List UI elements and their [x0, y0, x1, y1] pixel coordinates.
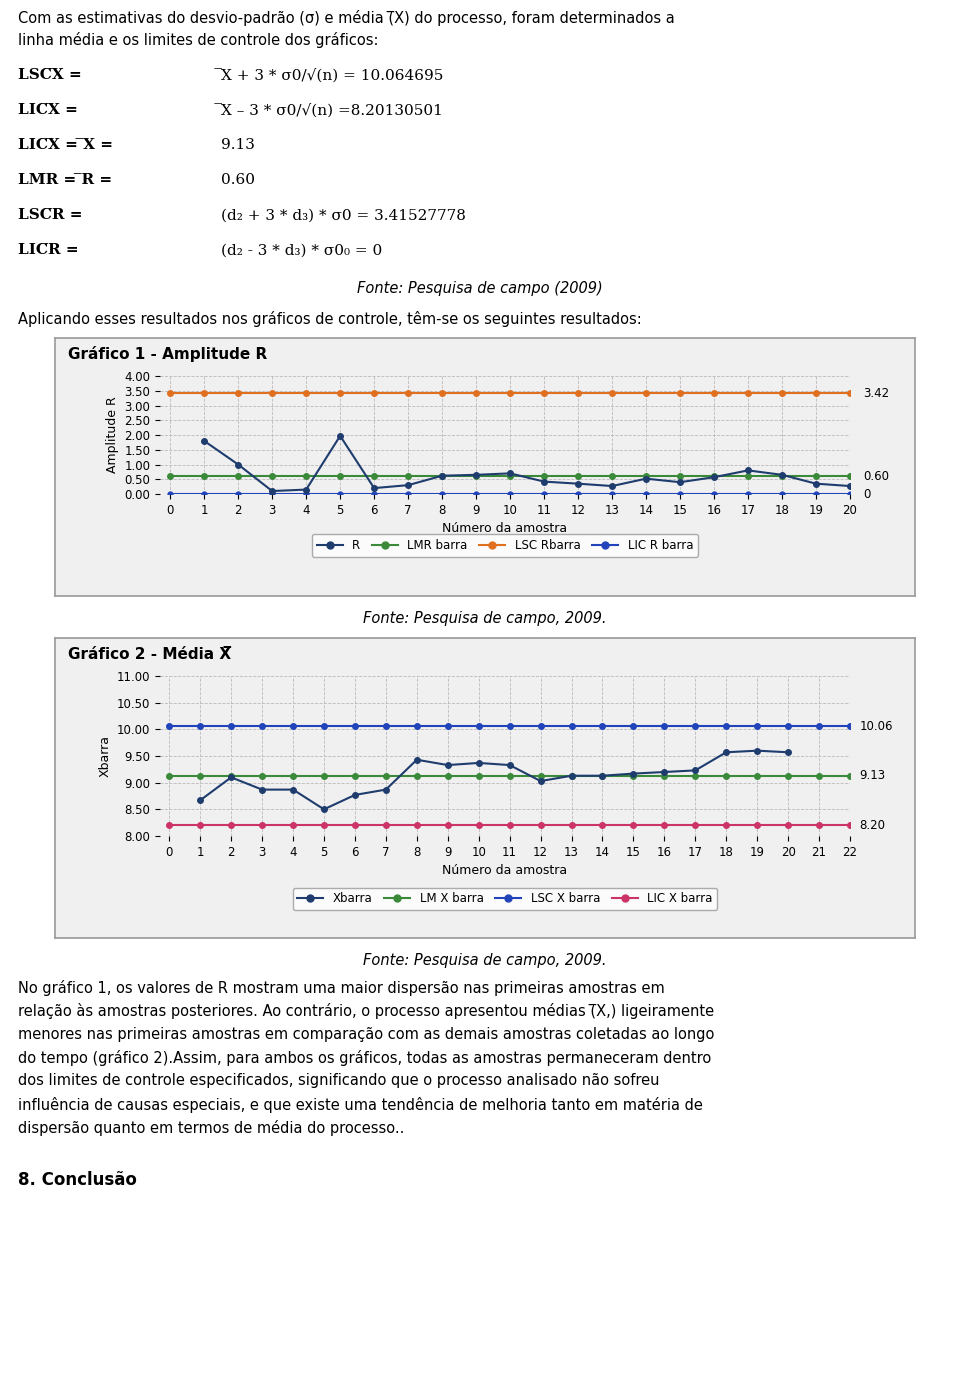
Text: menores nas primeiras amostras em comparação com as demais amostras coletadas ao: menores nas primeiras amostras em compar… — [18, 1026, 714, 1041]
Text: Fonte: Pesquisa de campo, 2009.: Fonte: Pesquisa de campo, 2009. — [363, 953, 607, 969]
Text: 0.60: 0.60 — [222, 173, 255, 187]
Text: Com as estimativas do desvio-padrão (σ) e média (̅X) do processo, foram determin: Com as estimativas do desvio-padrão (σ) … — [18, 10, 675, 49]
Text: do tempo (gráfico 2).Assim, para ambos os gráficos, todas as amostras permanecer: do tempo (gráfico 2).Assim, para ambos o… — [18, 1050, 711, 1067]
Text: influência de causas especiais, e que existe uma tendência de melhoria tanto em : influência de causas especiais, e que ex… — [18, 1097, 703, 1113]
X-axis label: Número da amostra: Número da amostra — [443, 864, 567, 877]
Text: No gráfico 1, os valores de R mostram uma maior dispersão nas primeiras amostras: No gráfico 1, os valores de R mostram um… — [18, 980, 664, 995]
Text: 8. Conclusão: 8. Conclusão — [18, 1171, 137, 1189]
Text: Gráfico 2 - Média X̅: Gráfico 2 - Média X̅ — [68, 646, 231, 662]
Text: LSC̅X =: LSC̅X = — [18, 68, 82, 82]
Text: (d₂ - 3 * d₃) * σ0₀ = 0: (d₂ - 3 * d₃) * σ0₀ = 0 — [222, 243, 382, 257]
Text: 8.20: 8.20 — [859, 819, 885, 832]
Text: 9.13: 9.13 — [859, 769, 885, 782]
Y-axis label: Xbarra: Xbarra — [98, 736, 111, 778]
Text: Fonte: Pesquisa de campo, 2009.: Fonte: Pesquisa de campo, 2009. — [363, 611, 607, 627]
Text: ̅̅X + 3 * σ0/√(n) = 10.064695: ̅̅X + 3 * σ0/√(n) = 10.064695 — [222, 68, 444, 82]
Text: 9.13: 9.13 — [222, 138, 255, 152]
Y-axis label: Amplitude R: Amplitude R — [106, 396, 119, 473]
Text: ̅̅X – 3 * σ0/√(n) =8.20130501: ̅̅X – 3 * σ0/√(n) =8.20130501 — [222, 103, 444, 117]
Legend: R, LMR barra, LSC Rbarra, LIC R barra: R, LMR barra, LSC Rbarra, LIC R barra — [312, 535, 698, 557]
Text: 0.60: 0.60 — [864, 470, 890, 483]
Legend: Xbarra, LM X barra, LSC X barra, LIC X barra: Xbarra, LM X barra, LSC X barra, LIC X b… — [293, 888, 717, 910]
Text: relação às amostras posteriores. Ao contrário, o processo apresentou médias (̅X,: relação às amostras posteriores. Ao cont… — [18, 1004, 714, 1019]
Text: LM̅R = ̅R =: LM̅R = ̅R = — [18, 173, 112, 187]
Text: LSC̅R =: LSC̅R = — [18, 208, 83, 222]
Text: Aplicando esses resultados nos gráficos de controle, têm-se os seguintes resulta: Aplicando esses resultados nos gráficos … — [18, 311, 641, 327]
Text: dispersão quanto em termos de média do processo..: dispersão quanto em termos de média do p… — [18, 1120, 404, 1136]
Text: dos limites de controle especificados, significando que o processo analisado não: dos limites de controle especificados, s… — [18, 1074, 660, 1089]
Text: LIC̅X = ̅X =: LIC̅X = ̅X = — [18, 138, 113, 152]
X-axis label: Número da amostra: Número da amostra — [443, 522, 567, 535]
Text: 3.42: 3.42 — [864, 387, 890, 399]
Text: Fonte: Pesquisa de campo (2009): Fonte: Pesquisa de campo (2009) — [357, 282, 603, 296]
Text: Gráfico 1 - Amplitude R: Gráfico 1 - Amplitude R — [68, 346, 267, 362]
Text: LIC̅R =: LIC̅R = — [18, 243, 79, 257]
Text: 0: 0 — [864, 487, 871, 501]
Text: LIC̅X =: LIC̅X = — [18, 103, 78, 117]
Text: (d₂ + 3 * d₃) * σ0 = 3.41527778: (d₂ + 3 * d₃) * σ0 = 3.41527778 — [222, 208, 467, 222]
Text: 10.06: 10.06 — [859, 719, 893, 733]
